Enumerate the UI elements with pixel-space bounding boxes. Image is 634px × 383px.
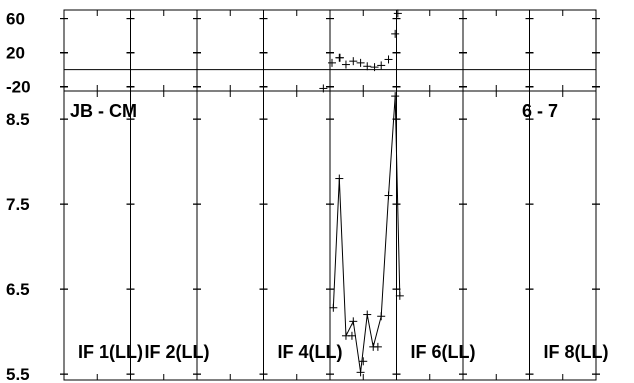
data-point	[384, 191, 393, 200]
data-point	[359, 357, 368, 366]
if-section-label: IF 1(LL)	[78, 342, 143, 362]
data-point	[377, 312, 386, 321]
data-point	[370, 63, 379, 72]
y-tick-label: 5.5	[6, 365, 30, 383]
phase-panel: 60 20 -20	[6, 9, 600, 97]
data-point	[363, 62, 372, 71]
data-point	[335, 174, 344, 183]
data-point	[341, 60, 350, 69]
data-point	[363, 310, 372, 319]
data-point	[377, 61, 386, 70]
y-tick-label: 60	[6, 10, 25, 29]
baseline-title: JB - CM	[70, 101, 137, 121]
data-point	[391, 92, 400, 101]
data-point	[384, 55, 393, 64]
data-point	[356, 368, 365, 377]
if-section-label: IF 8(LL)	[544, 342, 609, 362]
data-point	[347, 331, 356, 340]
data-point	[329, 303, 338, 312]
data-point	[391, 29, 400, 38]
y-tick-label: 20	[6, 44, 25, 63]
data-point	[356, 58, 365, 67]
data-point	[335, 53, 344, 62]
if-section-label: IF 2(LL)	[145, 342, 210, 362]
data-point	[373, 342, 382, 351]
y-tick-label: 8.5	[6, 110, 30, 129]
if-section-label: IF 6(LL)	[411, 342, 476, 362]
scan-range-label: 6 - 7	[522, 101, 558, 121]
amplitude-panel: 8.5 7.5 6.5 5.5 JB - CM 6 - 7 IF 1(LL) IF 2(LL)…	[6, 90, 609, 383]
data-point	[395, 291, 404, 300]
data-point	[327, 58, 336, 67]
data-point	[349, 57, 358, 66]
if-section-label: IF 4(LL)	[278, 342, 343, 362]
data-point	[349, 317, 358, 326]
y-tick-label: 6.5	[6, 280, 30, 299]
y-tick-label: 7.5	[6, 195, 30, 214]
y-tick-label: -20	[6, 78, 31, 97]
data-point	[393, 9, 402, 18]
amplitude-series-line	[332, 96, 401, 373]
